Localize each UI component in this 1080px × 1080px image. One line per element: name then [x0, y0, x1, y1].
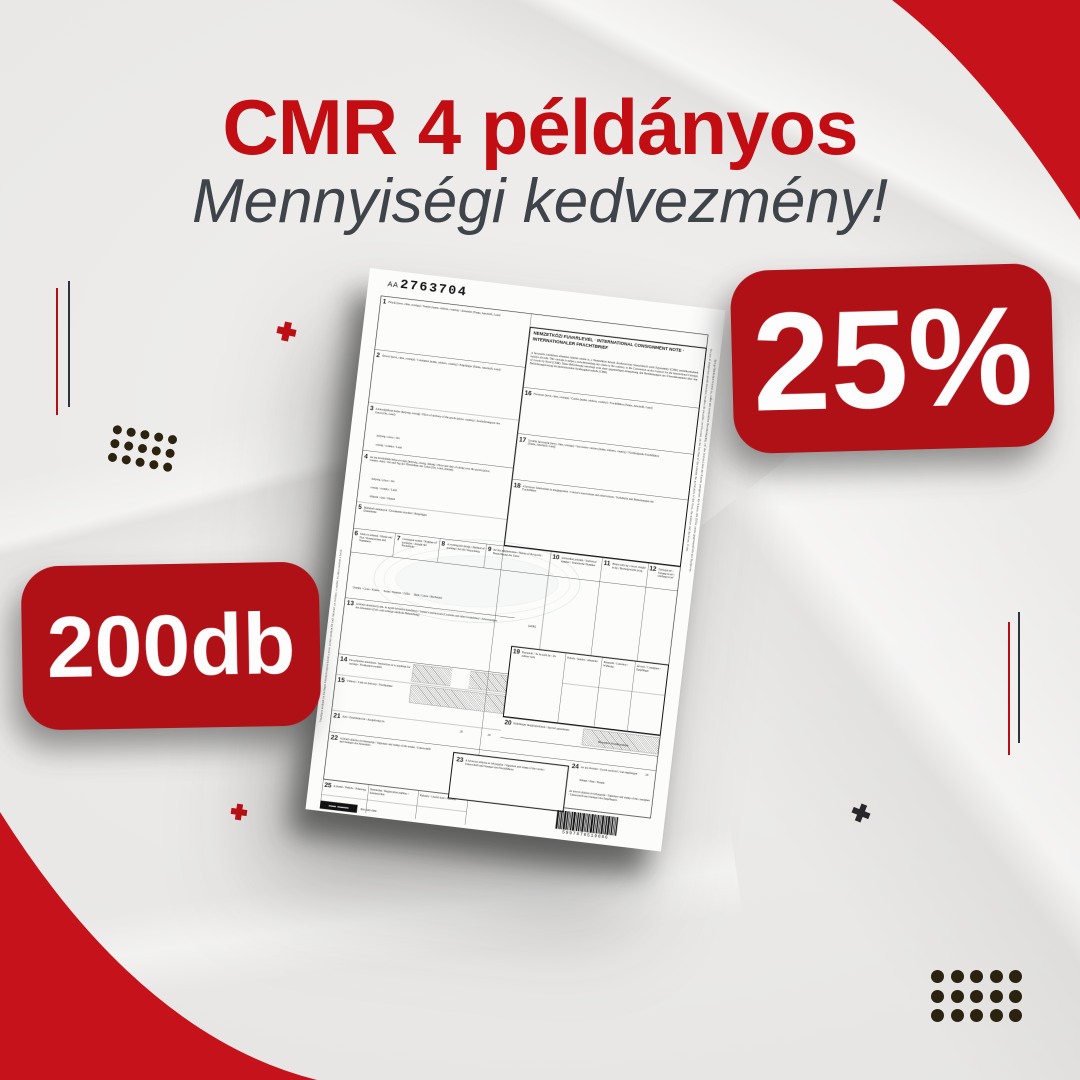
deco-line-red — [1008, 622, 1010, 755]
year-stub: 20 — [459, 729, 463, 734]
dot — [148, 459, 160, 470]
poster-title: CMR 4 példányos — [222, 83, 858, 171]
dot — [931, 1009, 944, 1022]
dot — [1009, 989, 1022, 1003]
box-number: 17 — [518, 435, 527, 444]
dot — [950, 970, 964, 983]
dot — [107, 452, 118, 463]
box-number: 3 — [369, 404, 374, 413]
box-number: 12 — [648, 564, 657, 573]
form-imprint-code: B4-500-006 — [360, 807, 377, 813]
printer-logo-chip — [319, 800, 358, 813]
corner-shape-top-right — [892, 0, 1080, 220]
box-number: 4 — [363, 452, 369, 461]
deco-line-red — [56, 288, 58, 415]
box-number: 22 — [330, 733, 339, 742]
dot — [970, 970, 983, 983]
dot — [164, 448, 176, 459]
box-label: Térfogat m³ / Volume in m³ / Umfang in m… — [657, 567, 676, 580]
poster-subtitle: Mennyiségi kedvezmény! — [191, 167, 889, 236]
dot — [112, 424, 123, 436]
discount-badge-label: 25% — [750, 275, 1035, 441]
dot — [109, 438, 121, 449]
year-stub: 20 — [645, 772, 649, 777]
box-number: 25 — [324, 781, 332, 790]
dot — [989, 1009, 1003, 1022]
box-number: 16 — [524, 389, 533, 398]
plus-icon — [275, 320, 298, 343]
dot — [137, 443, 148, 454]
dot — [121, 454, 132, 466]
deco-line-dark — [1018, 612, 1020, 743]
dot — [167, 434, 178, 445]
box-number: 6 — [354, 529, 359, 538]
dot — [989, 970, 1003, 983]
dot — [989, 989, 1003, 1003]
box-number: 24 — [571, 762, 580, 771]
box-number: 10 — [552, 553, 560, 562]
box-number: 14 — [339, 655, 348, 664]
box-number: 5 — [357, 503, 363, 511]
hatch-gap — [450, 668, 471, 689]
dot — [950, 989, 964, 1003]
box-number: 9 — [487, 545, 492, 553]
dot — [123, 440, 134, 452]
quantity-badge: 200db — [20, 561, 322, 731]
corner-shape-bottom-left — [0, 812, 317, 1080]
dot — [125, 427, 137, 438]
serial-number: 2763704 — [399, 277, 469, 300]
cmr-form-photo: AA 2763704 — [305, 268, 726, 852]
dot — [970, 1009, 983, 1022]
dot — [151, 445, 162, 457]
box-number: 20 — [504, 718, 512, 727]
dot — [950, 1009, 964, 1022]
box-number: 19 — [512, 647, 521, 656]
quantity-badge-label: 200db — [45, 595, 297, 696]
box-number: 2 — [375, 351, 381, 360]
cmr-form-sheet: AA 2763704 — [305, 268, 725, 852]
box-number: 13 — [346, 599, 355, 608]
dot — [931, 989, 944, 1003]
box-number: 11 — [603, 559, 611, 568]
dot — [1009, 1009, 1022, 1022]
dot — [153, 431, 164, 443]
box-number: 8 — [441, 540, 446, 548]
form-serial: AA 2763704 — [387, 276, 468, 300]
box-number: 15 — [337, 676, 346, 684]
box-number: 21 — [333, 711, 341, 720]
discount-badge: 25% — [729, 262, 1056, 455]
box-number: 18 — [513, 481, 522, 490]
box-number: 1 — [382, 298, 387, 306]
plus-icon — [230, 803, 248, 821]
dot — [162, 461, 173, 473]
deco-line-dark — [68, 281, 70, 407]
dot — [139, 429, 151, 440]
year-stub: 20 — [487, 733, 491, 737]
dot — [1009, 970, 1022, 983]
serial-prefix: AA — [387, 279, 400, 290]
dot — [970, 989, 983, 1003]
box-number: 7 — [396, 534, 401, 543]
dot — [134, 457, 146, 468]
box-number: 23 — [455, 756, 464, 764]
dot — [931, 970, 944, 983]
dot-grid — [931, 970, 1022, 1022]
